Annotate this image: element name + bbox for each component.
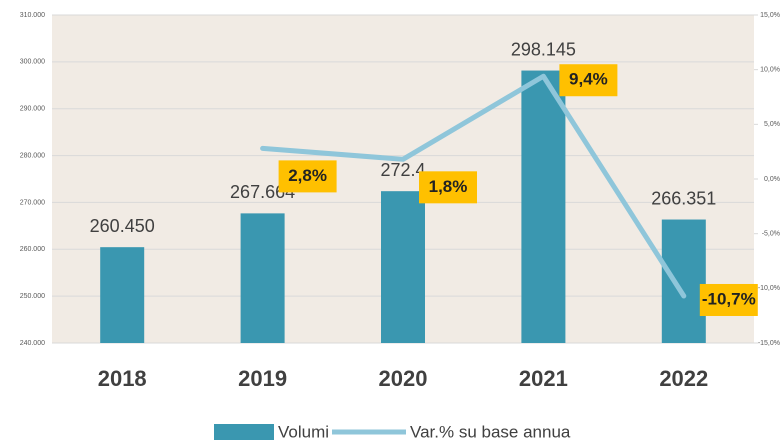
legend-swatch (214, 424, 274, 440)
bar (100, 247, 145, 343)
y-tick-label: 250.000 (20, 293, 45, 300)
label-box (278, 160, 337, 193)
y2-tick-label: -5,0% (762, 231, 780, 238)
bar (240, 213, 285, 343)
x-tick-label: 2021 (519, 366, 568, 391)
bar (521, 70, 566, 344)
y2-tick-label: 15,0% (760, 12, 780, 19)
legend-label: Volumi (278, 422, 329, 441)
y2-tick-label: 0,0% (764, 176, 780, 183)
y-tick-label: 300.000 (20, 59, 45, 66)
y-tick-label: 310.000 (20, 12, 45, 19)
value-label: 9,4% (569, 70, 608, 89)
y-tick-label: 280.000 (20, 152, 45, 159)
label-box (699, 283, 758, 316)
label-box (419, 171, 477, 204)
x-tick-label: 2018 (98, 366, 147, 391)
label-box (559, 64, 618, 97)
value-label: 260.450 (90, 216, 155, 236)
y-tick-label: 260.000 (20, 246, 45, 253)
bar (661, 219, 706, 343)
value-label: 1,8% (429, 177, 468, 196)
value-label: 298.145 (511, 39, 576, 59)
y2-tick-label: 5,0% (764, 121, 780, 128)
value-label: -10,7% (702, 289, 756, 308)
bar (381, 191, 425, 343)
y2-tick-label: -15,0% (758, 340, 780, 347)
x-tick-label: 2019 (238, 366, 287, 391)
y-tick-label: 270.000 (20, 199, 45, 206)
legend-label: Var.% su base annua (410, 422, 571, 441)
y2-tick-label: 10,0% (760, 67, 780, 74)
value-label: 2,8% (288, 166, 327, 185)
y2-tick-label: -10,0% (758, 285, 780, 292)
y-tick-label: 290.000 (20, 106, 45, 113)
x-tick-label: 2022 (659, 366, 708, 391)
y-tick-label: 240.000 (20, 340, 45, 347)
value-label: 266.351 (651, 188, 716, 208)
line (260, 73, 687, 299)
value-label: 272.4 (380, 160, 425, 180)
x-tick-label: 2020 (379, 366, 428, 391)
